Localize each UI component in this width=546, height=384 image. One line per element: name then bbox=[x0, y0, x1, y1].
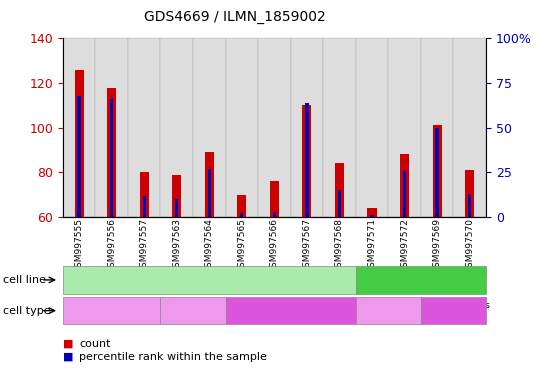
Text: derived neurons
CD44- EGFR-: derived neurons CD44- EGFR- bbox=[417, 301, 490, 320]
Bar bbox=[273, 212, 276, 217]
Bar bbox=[240, 214, 244, 217]
Bar bbox=[238, 195, 246, 217]
Bar bbox=[302, 105, 311, 217]
Bar bbox=[107, 88, 116, 217]
FancyBboxPatch shape bbox=[453, 38, 486, 217]
Text: derived
astrocytes: derived astrocytes bbox=[365, 301, 412, 320]
FancyBboxPatch shape bbox=[421, 38, 453, 217]
Bar bbox=[205, 152, 214, 217]
Bar bbox=[143, 195, 146, 217]
Text: derived neurons CD44-
EGFR-: derived neurons CD44- EGFR- bbox=[239, 301, 343, 320]
Bar bbox=[270, 181, 279, 217]
Text: UNC-93B-deficient-induced
pluripotent stem: UNC-93B-deficient-induced pluripotent st… bbox=[355, 269, 487, 291]
Bar bbox=[74, 70, 84, 217]
Text: cell type: cell type bbox=[3, 306, 50, 316]
FancyBboxPatch shape bbox=[161, 38, 193, 217]
Bar bbox=[400, 154, 409, 217]
Bar bbox=[140, 172, 149, 217]
FancyBboxPatch shape bbox=[63, 38, 96, 217]
Text: count: count bbox=[79, 339, 111, 349]
FancyBboxPatch shape bbox=[128, 38, 161, 217]
Text: GDS4669 / ILMN_1859002: GDS4669 / ILMN_1859002 bbox=[144, 10, 325, 23]
Text: embryonic stem cell H9: embryonic stem cell H9 bbox=[151, 275, 267, 285]
Bar bbox=[370, 215, 373, 217]
Bar bbox=[432, 126, 442, 217]
FancyBboxPatch shape bbox=[96, 38, 128, 217]
FancyBboxPatch shape bbox=[388, 38, 421, 217]
FancyBboxPatch shape bbox=[356, 38, 388, 217]
Bar bbox=[367, 208, 377, 217]
Bar bbox=[305, 103, 308, 217]
Bar bbox=[465, 170, 474, 217]
Text: percentile rank within the sample: percentile rank within the sample bbox=[79, 352, 267, 362]
Bar bbox=[110, 99, 113, 217]
Text: derived astrocytes: derived astrocytes bbox=[151, 306, 235, 315]
FancyBboxPatch shape bbox=[193, 38, 225, 217]
Bar bbox=[403, 170, 406, 217]
Bar bbox=[338, 190, 341, 217]
Text: cell line: cell line bbox=[3, 275, 46, 285]
FancyBboxPatch shape bbox=[258, 38, 290, 217]
FancyBboxPatch shape bbox=[323, 38, 356, 217]
Bar bbox=[468, 194, 471, 217]
Bar bbox=[172, 175, 181, 217]
Bar bbox=[78, 96, 81, 217]
Bar bbox=[175, 199, 179, 217]
Bar bbox=[436, 127, 439, 217]
FancyBboxPatch shape bbox=[290, 38, 323, 217]
Text: ■: ■ bbox=[63, 352, 73, 362]
FancyBboxPatch shape bbox=[225, 38, 258, 217]
Text: undifferentiated: undifferentiated bbox=[75, 306, 149, 315]
Text: ■: ■ bbox=[63, 339, 73, 349]
Bar bbox=[335, 164, 344, 217]
Bar bbox=[207, 169, 211, 217]
